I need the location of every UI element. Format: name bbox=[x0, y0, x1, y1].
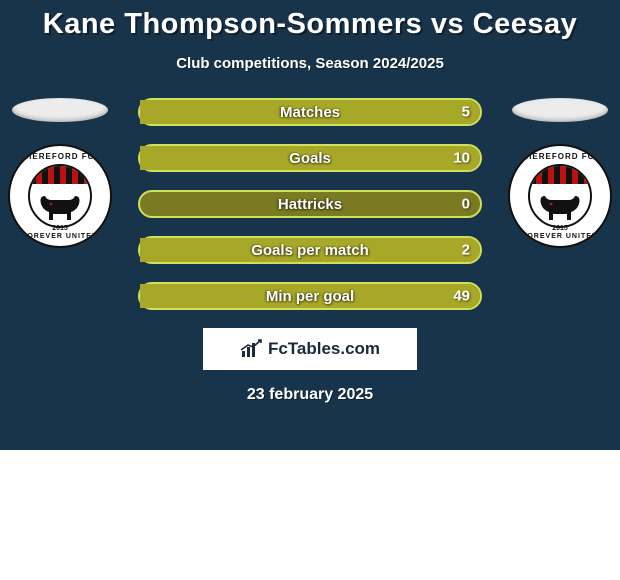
player-right-club-crest: HEREFORD FC 2015 FOREVER UNITED bbox=[508, 144, 612, 248]
crest-stripes bbox=[30, 166, 90, 184]
crest-inner bbox=[28, 164, 92, 228]
crest-stripes bbox=[530, 166, 590, 184]
player-left-column: HEREFORD FC 2015 FOREVER UNITED bbox=[0, 98, 120, 248]
comparison-arena: HEREFORD FC 2015 FOREVER UNITED HEREFORD… bbox=[0, 98, 620, 310]
brand-chart-icon bbox=[240, 339, 264, 359]
stat-label: Goals per match bbox=[251, 242, 369, 259]
subtitle: Club competitions, Season 2024/2025 bbox=[0, 55, 620, 72]
crest-top-text: HEREFORD FC bbox=[10, 152, 110, 161]
stat-label: Min per goal bbox=[266, 288, 354, 305]
stat-value-right: 5 bbox=[462, 104, 470, 121]
stat-value-right: 2 bbox=[462, 242, 470, 259]
stat-label: Goals bbox=[289, 150, 331, 167]
stat-row: Min per goal 49 bbox=[138, 282, 482, 310]
bull-icon bbox=[537, 190, 583, 222]
crest-top-text: HEREFORD FC bbox=[510, 152, 610, 161]
stat-row: Goals 10 bbox=[138, 144, 482, 172]
crest-bottom-text: FOREVER UNITED bbox=[510, 233, 610, 240]
page-title: Kane Thompson-Sommers vs Ceesay bbox=[0, 0, 620, 41]
player-right-column: HEREFORD FC 2015 FOREVER UNITED bbox=[500, 98, 620, 248]
date-label: 23 february 2025 bbox=[0, 386, 620, 404]
stat-value-right: 10 bbox=[453, 150, 470, 167]
stat-value-right: 0 bbox=[462, 196, 470, 213]
brand-box: FcTables.com bbox=[203, 328, 417, 370]
stat-label: Hattricks bbox=[278, 196, 342, 213]
stat-bars: Matches 5 Goals 10 Hattricks 0 Goals per match… bbox=[138, 98, 482, 310]
brand-text: FcTables.com bbox=[268, 339, 380, 359]
crest-bottom-text: FOREVER UNITED bbox=[10, 233, 110, 240]
player-right-silhouette bbox=[512, 98, 608, 122]
crest-year: 2015 bbox=[552, 225, 568, 232]
stat-row: Hattricks 0 bbox=[138, 190, 482, 218]
crest-year: 2015 bbox=[52, 225, 68, 232]
player-left-club-crest: HEREFORD FC 2015 FOREVER UNITED bbox=[8, 144, 112, 248]
bull-icon bbox=[37, 190, 83, 222]
stat-label: Matches bbox=[280, 104, 340, 121]
player-left-silhouette bbox=[12, 98, 108, 122]
stat-value-right: 49 bbox=[453, 288, 470, 305]
comparison-card: Kane Thompson-Sommers vs Ceesay Club com… bbox=[0, 0, 620, 450]
crest-inner bbox=[528, 164, 592, 228]
stat-row: Goals per match 2 bbox=[138, 236, 482, 264]
stat-row: Matches 5 bbox=[138, 98, 482, 126]
